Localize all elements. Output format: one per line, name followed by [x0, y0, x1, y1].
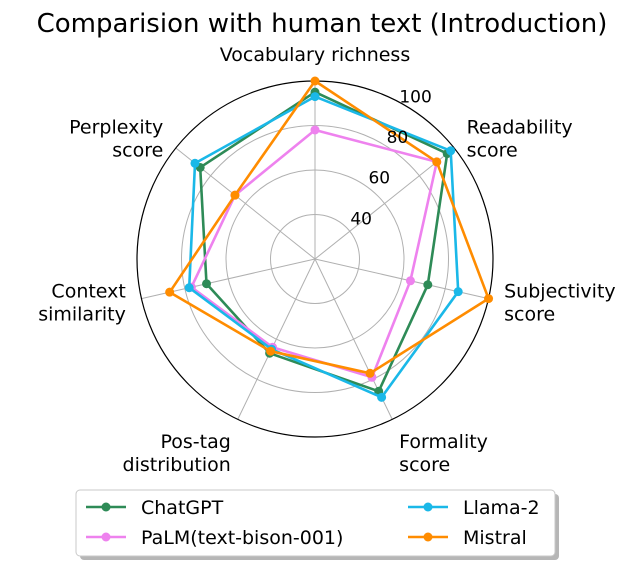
axis-label: Vocabulary richness: [220, 44, 410, 66]
axis-label: Readability score: [467, 117, 573, 162]
data-point: [184, 283, 194, 293]
legend-entry: PaLM(text-bison-001): [86, 527, 343, 549]
axis-label: Perplexity score: [69, 117, 163, 162]
data-point: [432, 157, 442, 167]
data-point: [190, 158, 200, 168]
radial-tick-label: 80: [387, 128, 409, 148]
axis-label: Pos-tag distribution: [123, 431, 231, 476]
data-point: [230, 190, 240, 200]
radial-tick-label: 100: [399, 87, 431, 107]
legend-label: Mistral: [463, 527, 527, 549]
data-point: [365, 368, 375, 378]
legend-entry: Llama-2: [408, 497, 540, 519]
data-point: [202, 279, 212, 289]
data-point: [453, 287, 463, 297]
axis-label: Subjectivity score: [504, 281, 616, 326]
series-mistral: [165, 76, 494, 378]
series-line: [187, 95, 460, 399]
legend-entry: ChatGPT: [86, 497, 224, 519]
legend-marker: [423, 502, 433, 512]
data-point: [310, 92, 320, 102]
legend-label: Llama-2: [463, 497, 540, 519]
data-point: [484, 294, 494, 304]
series-line: [168, 79, 490, 375]
data-point: [266, 346, 276, 356]
radial-tick-label: 40: [350, 209, 372, 229]
data-point: [310, 125, 320, 135]
series-palm-text-bison-001: [186, 125, 442, 382]
legend-label: ChatGPT: [141, 497, 224, 519]
grid-circle: [270, 214, 360, 304]
legend: ChatGPT PaLM(text-bison-001) Llama-2 Mistra…: [75, 489, 559, 560]
data-point: [446, 146, 456, 156]
data-point: [405, 276, 415, 286]
data-point: [423, 280, 433, 290]
legend-entry: Mistral: [408, 527, 527, 549]
data-point: [165, 287, 175, 297]
radial-tick-label: 60: [368, 169, 390, 189]
data-point: [377, 392, 387, 402]
axis-label: Formality score: [399, 431, 488, 476]
data-point: [310, 76, 320, 86]
legend-marker: [101, 502, 111, 512]
axis-label: Context similarity: [38, 281, 126, 326]
chart-title: Comparision with human text (Introductio…: [37, 9, 608, 39]
legend-marker: [423, 532, 433, 542]
legend-marker: [101, 532, 111, 542]
series-line: [190, 128, 439, 379]
grid-circle: [225, 169, 405, 349]
legend-label: PaLM(text-bison-001): [141, 527, 343, 549]
series-line: [198, 90, 449, 393]
